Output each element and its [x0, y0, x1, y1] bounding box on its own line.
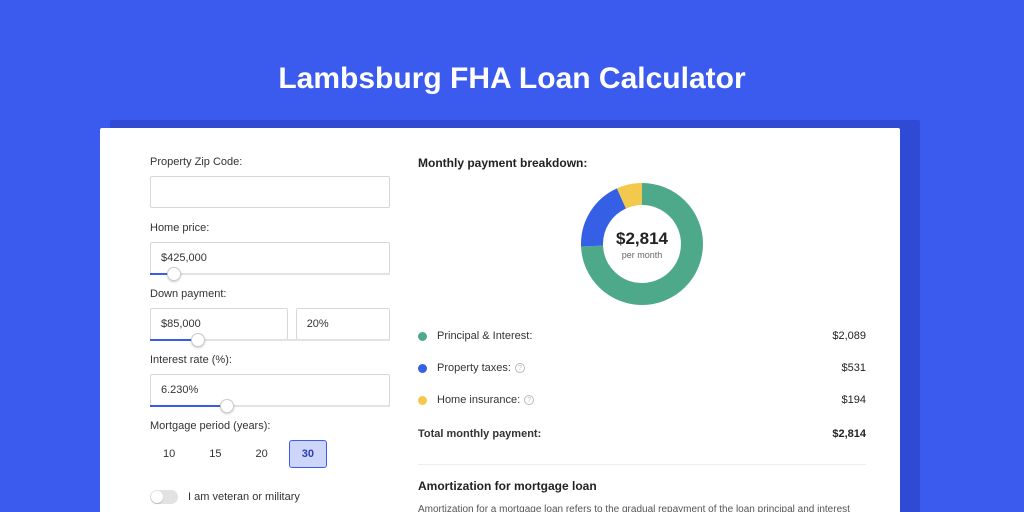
slider-knob[interactable]: [191, 333, 205, 347]
period-button-15[interactable]: 15: [196, 440, 234, 468]
amortization-title: Amortization for mortgage loan: [418, 479, 866, 493]
period-button-10[interactable]: 10: [150, 440, 188, 468]
breakdown-panel: Monthly payment breakdown: $2,814 per mo…: [418, 156, 866, 512]
calculator-card: Property Zip Code: Home price: $425,000 …: [100, 128, 900, 512]
interest-rate-group: Interest rate (%): 6.230%: [150, 354, 390, 406]
legend-value-taxes: $531: [842, 362, 866, 374]
legend-value-principal: $2,089: [832, 330, 866, 342]
legend-value-insurance: $194: [842, 394, 866, 406]
home-price-label: Home price:: [150, 222, 390, 234]
veteran-toggle[interactable]: [150, 490, 178, 504]
period-button-30[interactable]: 30: [289, 440, 327, 468]
period-buttons: 10 15 20 30: [150, 440, 390, 468]
legend-label-taxes: Property taxes: ?: [437, 362, 842, 374]
donut-chart-wrap: $2,814 per month: [418, 182, 866, 306]
form-panel: Property Zip Code: Home price: $425,000 …: [150, 156, 390, 512]
breakdown-legend: Principal & Interest: $2,089 Property ta…: [418, 320, 866, 450]
donut-center-value: $2,814: [616, 229, 668, 249]
slider-fill: [150, 405, 227, 407]
legend-value-total: $2,814: [832, 428, 866, 440]
donut-chart: $2,814 per month: [580, 182, 704, 306]
zip-label: Property Zip Code:: [150, 156, 390, 168]
legend-label-total: Total monthly payment:: [418, 428, 832, 440]
legend-row-taxes: Property taxes: ? $531: [418, 352, 866, 384]
legend-label-text: Property taxes:: [437, 362, 511, 374]
mortgage-period-label: Mortgage period (years):: [150, 420, 390, 432]
legend-label-text: Home insurance:: [437, 394, 520, 406]
legend-row-total: Total monthly payment: $2,814: [418, 418, 866, 450]
home-price-group: Home price: $425,000: [150, 222, 390, 274]
slider-track-line: [150, 273, 390, 275]
donut-center: $2,814 per month: [580, 182, 704, 306]
down-payment-pct-input[interactable]: 20%: [296, 308, 390, 340]
period-button-20[interactable]: 20: [243, 440, 281, 468]
donut-center-sub: per month: [622, 250, 663, 260]
legend-label-text: Principal & Interest:: [437, 330, 532, 342]
zip-input[interactable]: [150, 176, 390, 208]
down-payment-group: Down payment: $85,000 20%: [150, 288, 390, 340]
legend-dot-insurance: [418, 396, 427, 405]
legend-label-principal: Principal & Interest:: [437, 330, 832, 342]
divider: [418, 464, 866, 465]
slider-knob[interactable]: [167, 267, 181, 281]
slider-knob[interactable]: [220, 399, 234, 413]
amortization-text: Amortization for a mortgage loan refers …: [418, 503, 866, 512]
info-icon[interactable]: ?: [524, 395, 534, 405]
legend-row-principal: Principal & Interest: $2,089: [418, 320, 866, 352]
zip-group: Property Zip Code:: [150, 156, 390, 208]
veteran-toggle-label: I am veteran or military: [188, 491, 300, 503]
mortgage-period-group: Mortgage period (years): 10 15 20 30: [150, 420, 390, 468]
home-price-input[interactable]: $425,000: [150, 242, 390, 274]
legend-dot-principal: [418, 332, 427, 341]
page-title: Lambsburg FHA Loan Calculator: [0, 0, 1024, 96]
interest-rate-input[interactable]: 6.230%: [150, 374, 390, 406]
legend-row-insurance: Home insurance: ? $194: [418, 384, 866, 416]
page-background: Lambsburg FHA Loan Calculator Property Z…: [0, 0, 1024, 512]
veteran-toggle-row: I am veteran or military: [150, 490, 390, 504]
breakdown-title: Monthly payment breakdown:: [418, 156, 866, 170]
down-payment-input[interactable]: $85,000: [150, 308, 288, 340]
interest-rate-label: Interest rate (%):: [150, 354, 390, 366]
down-payment-label: Down payment:: [150, 288, 390, 300]
legend-dot-taxes: [418, 364, 427, 373]
legend-label-insurance: Home insurance: ?: [437, 394, 842, 406]
info-icon[interactable]: ?: [515, 363, 525, 373]
